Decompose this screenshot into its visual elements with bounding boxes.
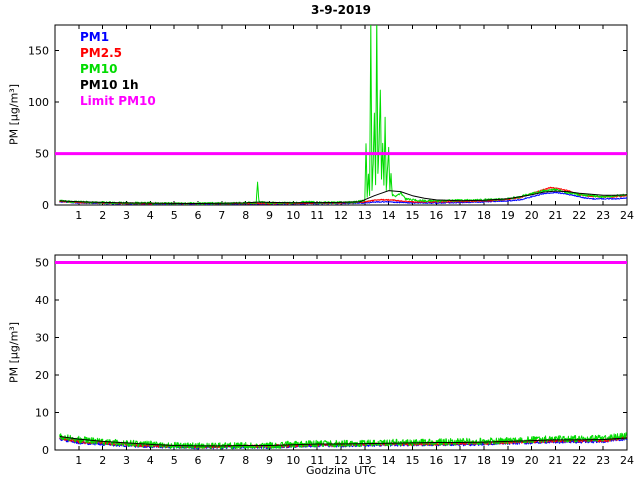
svg-text:10: 10: [286, 209, 300, 222]
svg-text:13: 13: [358, 209, 372, 222]
svg-text:8: 8: [242, 209, 249, 222]
svg-text:7: 7: [218, 454, 225, 467]
legend-pm2-5: PM2.5: [80, 46, 122, 60]
svg-text:18: 18: [477, 454, 491, 467]
svg-text:1: 1: [75, 454, 82, 467]
svg-text:7: 7: [218, 209, 225, 222]
svg-text:12: 12: [334, 454, 348, 467]
svg-text:20: 20: [525, 209, 539, 222]
legend-limit-pm10: Limit PM10: [80, 94, 156, 108]
svg-text:9: 9: [266, 209, 273, 222]
legend: PM1 PM2.5 PM10 PM10 1h Limit PM10: [80, 29, 156, 109]
series-pm10-1h: [59, 190, 627, 204]
svg-text:2: 2: [99, 209, 106, 222]
svg-text:23: 23: [596, 209, 610, 222]
series-pm10-1h: [59, 436, 627, 447]
svg-text:21: 21: [549, 454, 563, 467]
svg-text:150: 150: [28, 45, 49, 58]
pm-bottom: 1 2 3 4 5 6 7 8 9 10 11 12 13 14 15 16 17 18 19 20 21 22 23 240…: [35, 254, 634, 468]
svg-text:3: 3: [123, 454, 130, 467]
svg-text:20: 20: [35, 369, 49, 382]
svg-text:14: 14: [382, 454, 396, 467]
svg-text:6: 6: [195, 454, 202, 467]
pm-top: 1 2 3 4 5 6 7 8 9 10 11 12 13 14 15 16 17 18 19 20 21 22 23 240…: [28, 24, 634, 222]
svg-text:19: 19: [501, 209, 515, 222]
svg-text:8: 8: [242, 454, 249, 467]
svg-text:13: 13: [358, 454, 372, 467]
svg-text:20: 20: [525, 454, 539, 467]
svg-text:22: 22: [572, 454, 586, 467]
svg-text:40: 40: [35, 294, 49, 307]
svg-text:0: 0: [42, 444, 49, 457]
svg-text:14: 14: [382, 209, 396, 222]
svg-text:3: 3: [123, 209, 130, 222]
svg-text:15: 15: [406, 209, 420, 222]
svg-text:15: 15: [406, 454, 420, 467]
y-axis-label-top: PM [µg/m³]: [7, 84, 21, 146]
x-axis-label: Godzina UTC: [305, 464, 377, 477]
svg-text:5: 5: [171, 454, 178, 467]
svg-text:17: 17: [453, 454, 467, 467]
svg-text:4: 4: [147, 209, 154, 222]
svg-text:4: 4: [147, 454, 154, 467]
svg-text:16: 16: [429, 209, 443, 222]
svg-text:19: 19: [501, 454, 515, 467]
svg-text:11: 11: [310, 454, 324, 467]
series-group: [59, 432, 627, 450]
tick-labels: 1 2 3 4 5 6 7 8 9 10 11 12 13 14 15 16 17 18 19 20 21 22 23 240…: [35, 257, 634, 468]
axes-box: [54, 254, 628, 451]
svg-text:9: 9: [266, 454, 273, 467]
series-pm10: [59, 432, 627, 450]
svg-text:2: 2: [99, 454, 106, 467]
svg-text:18: 18: [477, 209, 491, 222]
svg-text:10: 10: [35, 407, 49, 420]
tick-labels: 1 2 3 4 5 6 7 8 9 10 11 12 13 14 15 16 17 18 19 20 21 22 23 240…: [28, 45, 634, 222]
svg-text:21: 21: [549, 209, 563, 222]
svg-text:11: 11: [310, 209, 324, 222]
svg-text:22: 22: [572, 209, 586, 222]
svg-text:30: 30: [35, 332, 49, 345]
svg-text:17: 17: [453, 209, 467, 222]
svg-text:0: 0: [42, 199, 49, 212]
svg-text:1: 1: [75, 209, 82, 222]
svg-text:24: 24: [620, 454, 634, 467]
ticks: [55, 255, 628, 451]
svg-text:100: 100: [28, 96, 49, 109]
svg-text:23: 23: [596, 454, 610, 467]
legend-pm1: PM1: [80, 30, 110, 44]
svg-text:6: 6: [195, 209, 202, 222]
y-axis-label-bottom: PM [µg/m³]: [7, 322, 21, 384]
svg-text:5: 5: [171, 209, 178, 222]
series-group: [59, 25, 627, 205]
legend-pm10-1h: PM10 1h: [80, 78, 139, 92]
svg-text:12: 12: [334, 209, 348, 222]
svg-text:24: 24: [620, 209, 634, 222]
svg-text:10: 10: [286, 454, 300, 467]
legend-pm10: PM10: [80, 62, 118, 76]
svg-text:50: 50: [35, 148, 49, 161]
chart-title: 3-9-2019: [310, 3, 372, 17]
svg-text:50: 50: [35, 257, 49, 270]
svg-text:16: 16: [429, 454, 443, 467]
